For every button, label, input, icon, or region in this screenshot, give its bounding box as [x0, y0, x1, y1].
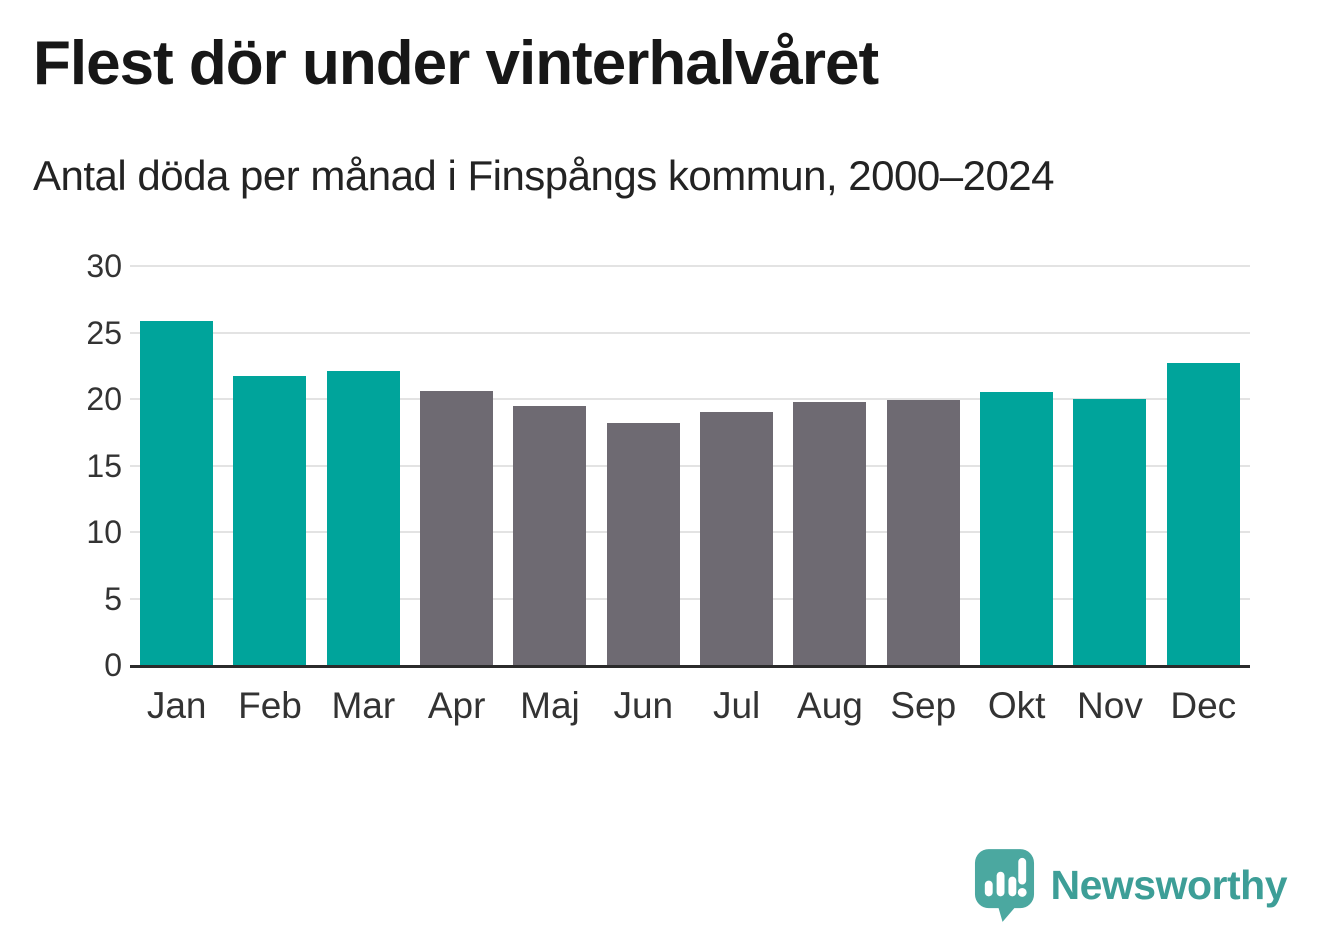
chart-title: Flest dör under vinterhalvåret: [33, 29, 879, 98]
x-tick-label-Mar: Mar: [331, 685, 396, 726]
bar-Okt: [980, 392, 1054, 665]
x-tick-label-Aug: Aug: [797, 685, 863, 726]
bar-Mar: [326, 371, 400, 665]
gridline-15: [130, 464, 1250, 467]
x-tick-label-Feb: Feb: [238, 685, 302, 726]
y-tick-label-30: 30: [86, 248, 122, 284]
gridline-5: [130, 597, 1250, 600]
y-tick-label-10: 10: [86, 514, 122, 551]
logo-exclamation-stem: [1017, 857, 1026, 885]
x-tick-label-Jun: Jun: [613, 685, 674, 726]
gridline-20: [130, 398, 1250, 401]
x-axis: Jan Feb Mar Apr Maj Jun Jul Aug Sep Okt Nov Dec: [130, 683, 1250, 729]
y-tick-label-15: 15: [86, 447, 122, 484]
brand-name: Newsworthy: [1050, 861, 1288, 908]
x-tick-label-Dec: Dec: [1170, 685, 1237, 726]
bar-Jan: [140, 320, 214, 665]
bar-slot-Mar: [317, 266, 410, 665]
logo-exclamation-dot: [1017, 887, 1027, 897]
y-tick-label-20: 20: [86, 381, 122, 418]
bar-Apr: [420, 391, 494, 665]
x-tick-label-Maj: Maj: [520, 685, 580, 726]
bar-slot-Jul: [690, 266, 783, 665]
bar-slot-Jan: [130, 266, 223, 665]
logo-bar-3: [1007, 876, 1016, 897]
logo-bar-2: [996, 871, 1004, 897]
bar-slot-Feb: [223, 266, 316, 665]
bar-Jun: [606, 422, 680, 665]
x-tick-label-Apr: Apr: [427, 685, 486, 726]
y-tick-label-5: 5: [104, 580, 122, 617]
bar-Feb: [233, 376, 307, 665]
bar-slot-Sep: [877, 266, 970, 665]
x-tick-label-Okt: Okt: [987, 685, 1046, 726]
bar-slot-Jun: [597, 266, 690, 665]
bar-Nov: [1073, 399, 1147, 665]
newsworthy-logo-icon: [974, 849, 1034, 922]
x-tick-label-Jul: Jul: [712, 685, 761, 726]
plot-area: [130, 265, 1250, 668]
bar-slot-Dec: [1157, 266, 1250, 665]
x-tick-label-Nov: Nov: [1077, 685, 1143, 726]
bar-slot-Okt: [970, 266, 1063, 665]
bar-slot-Nov: [1063, 266, 1156, 665]
brand-footer: Newsworthy: [973, 847, 1288, 923]
logo-bar-1: [984, 880, 993, 897]
y-tick-label-0: 0: [104, 647, 122, 683]
bars-row: [130, 266, 1250, 665]
bar-Jul: [700, 412, 774, 665]
gridline-10: [130, 531, 1250, 534]
x-tick-label-Sep: Sep: [890, 685, 957, 726]
x-tick-label-Jan: Jan: [146, 685, 207, 726]
bar-Sep: [886, 400, 960, 665]
bar-Aug: [793, 401, 867, 665]
bar-slot-Apr: [410, 266, 503, 665]
bar-slot-Maj: [503, 266, 596, 665]
y-tick-label-25: 25: [86, 314, 122, 351]
chart-subtitle: Antal döda per månad i Finspångs kommun,…: [33, 152, 1055, 199]
gridline-30: [130, 265, 1250, 267]
bar-Dec: [1166, 363, 1240, 665]
bar-slot-Aug: [783, 266, 876, 665]
y-axis: 0 5 10 15 20 25 30: [40, 250, 122, 681]
gridline-25: [130, 331, 1250, 334]
bar-Maj: [513, 405, 587, 665]
